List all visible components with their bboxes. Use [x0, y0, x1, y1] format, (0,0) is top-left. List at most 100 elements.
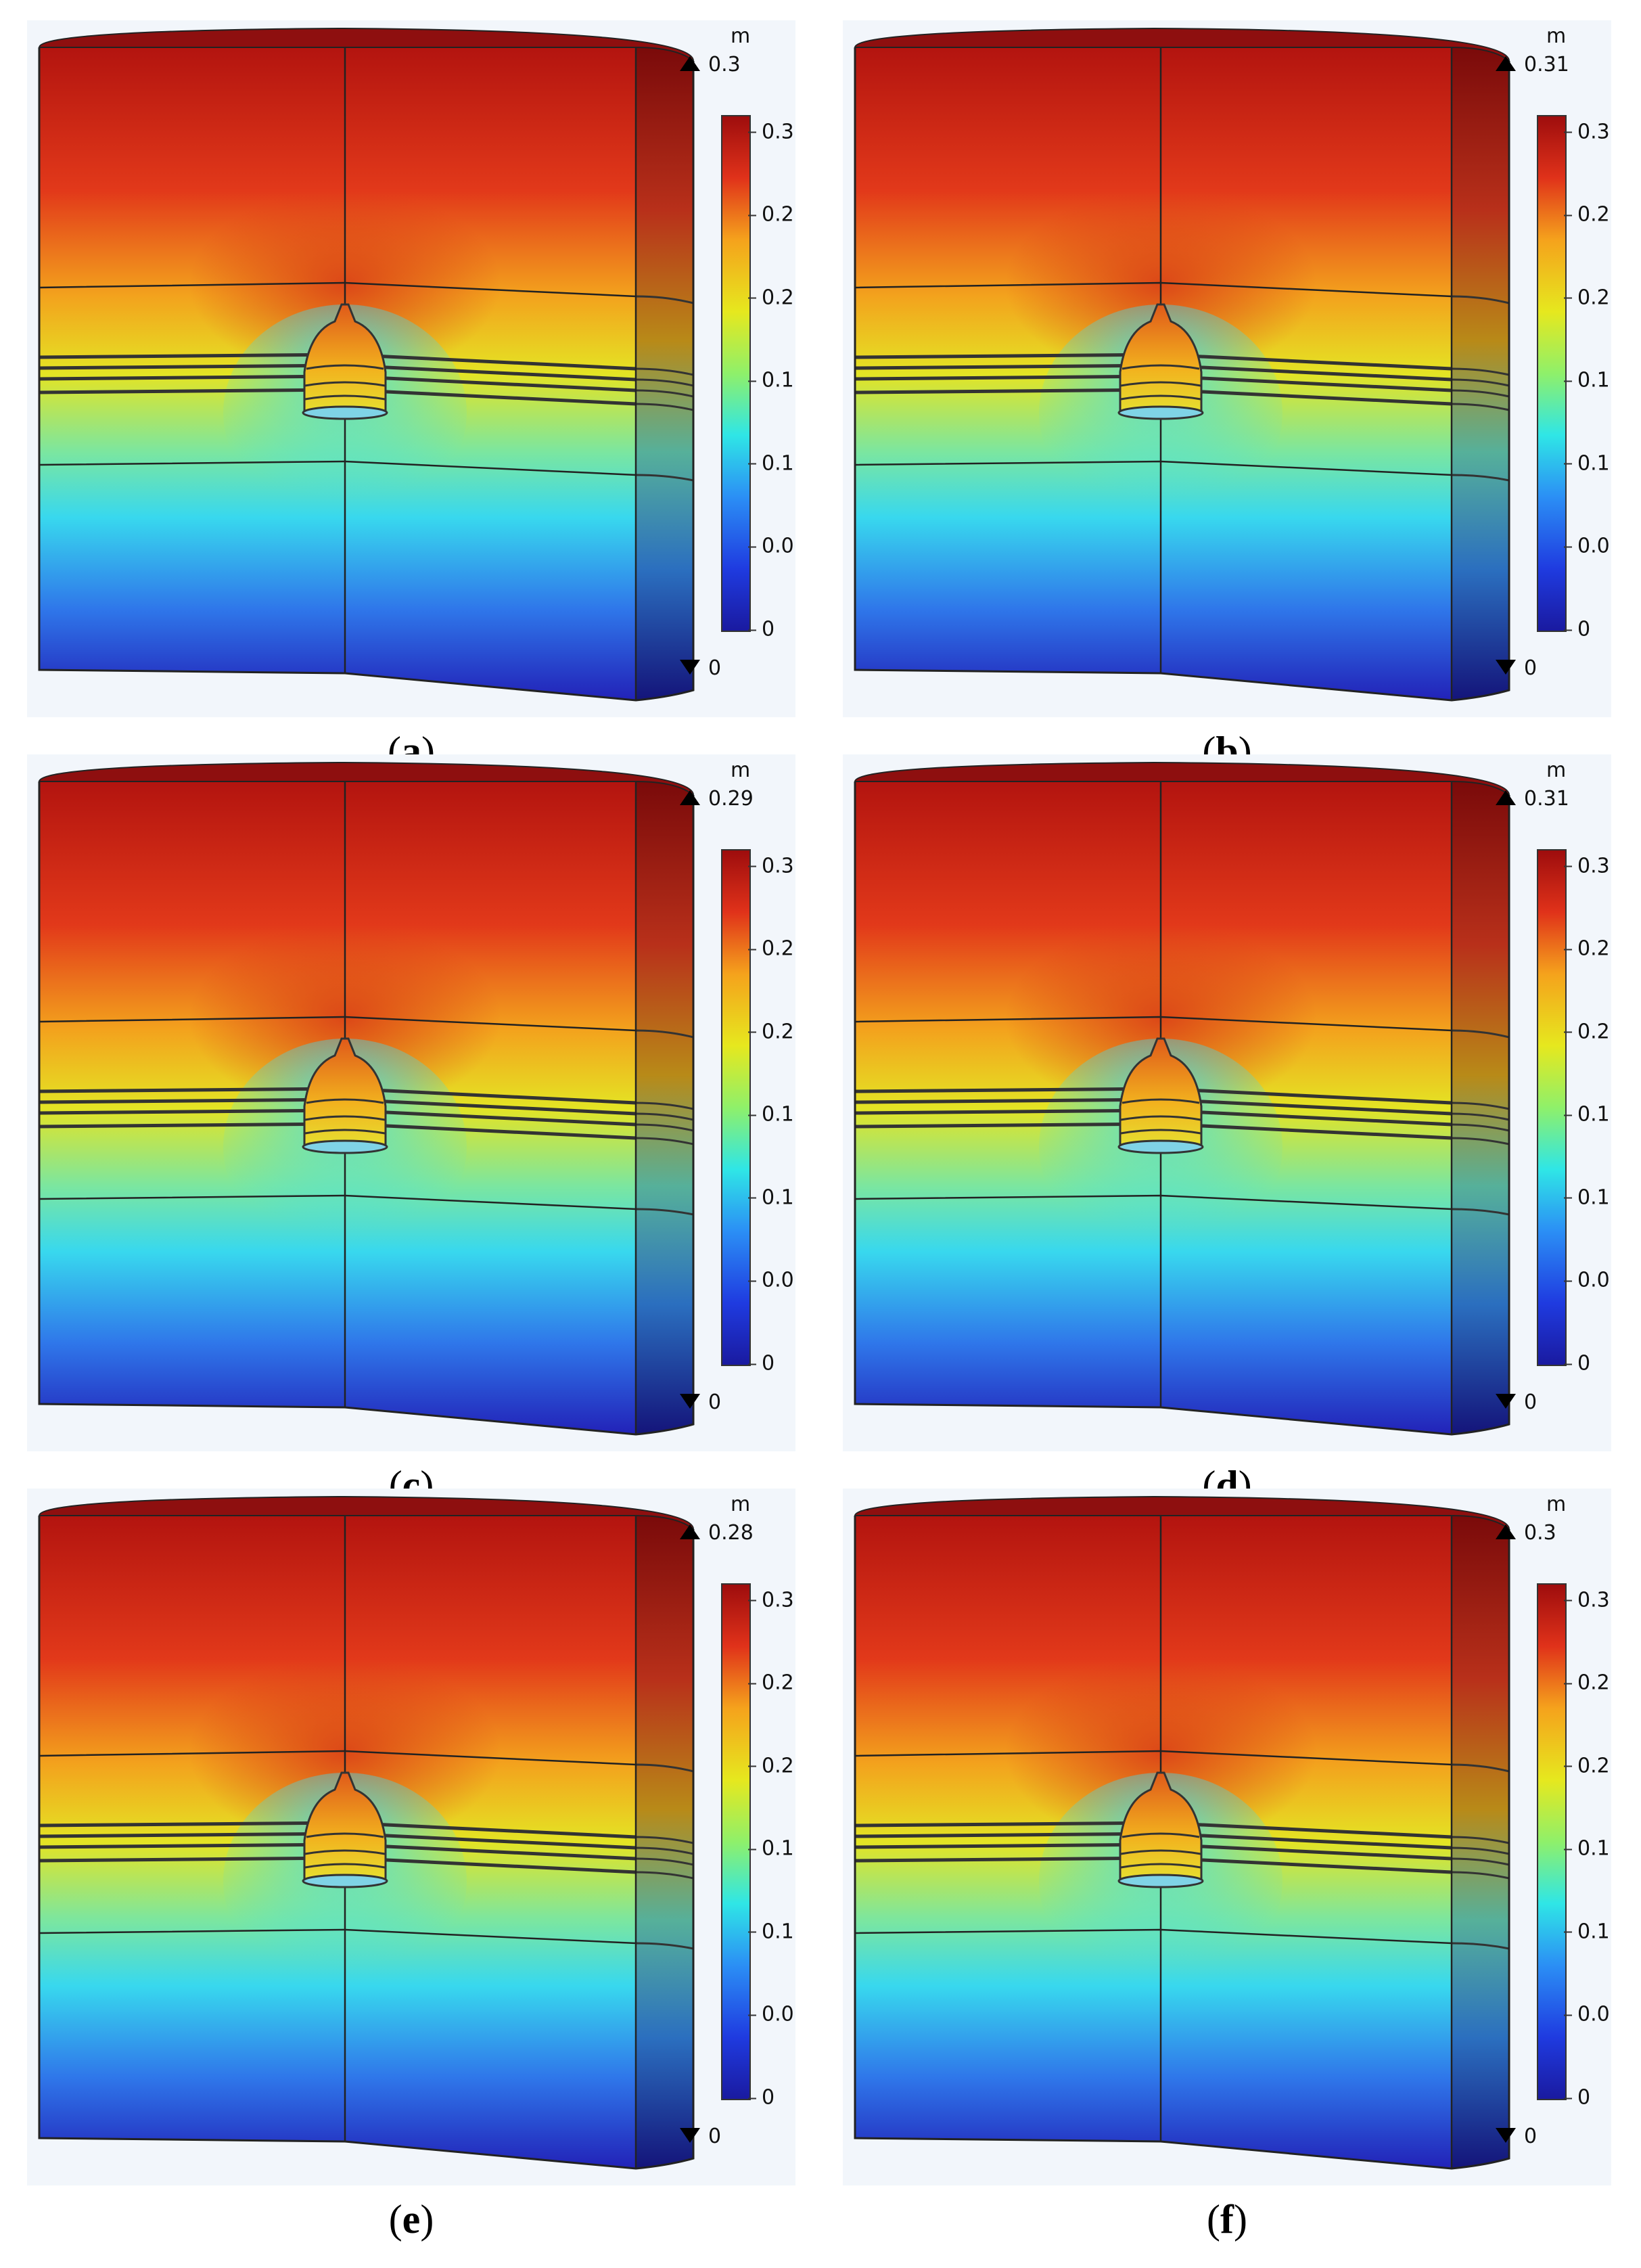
side-face: [1452, 47, 1509, 700]
colorbar-tick: 0.2: [1564, 1754, 1610, 1778]
tunnel-shell: [303, 1771, 387, 1882]
colorbar-unit: m: [1546, 1493, 1567, 1516]
tunnel-rings: [304, 1832, 386, 1869]
panel-caption-f: (f): [1207, 2197, 1247, 2242]
tunnel-shell: [1119, 1037, 1203, 1148]
displacement-model-3d: [38, 1495, 695, 2170]
min-value: 0: [1524, 656, 1538, 680]
colorbar-tick: 0.1: [1564, 451, 1610, 476]
tunnel-base: [1117, 405, 1204, 420]
colorbar-tick: 0: [1563, 1351, 1591, 1376]
side-face: [1452, 781, 1509, 1434]
side-face: [636, 47, 693, 700]
colorbar-tick: 0.3: [748, 120, 794, 144]
model-outline: [38, 781, 695, 1436]
colorbar-tick: 0.2: [748, 1754, 794, 1778]
layer-line-upper: [39, 1750, 637, 1766]
min-value: 0: [1524, 1390, 1538, 1414]
tunnel-base: [302, 405, 388, 420]
colorbar-tick: 0.15: [1564, 1837, 1611, 1861]
tunnel-base: [302, 1874, 388, 1888]
panel-e: m 0.28 0 0.05 0.1 0.15 0.2 0.25 0.3 0: [27, 1489, 795, 2185]
displacement-model-3d: [38, 27, 695, 702]
colorbar-unit: m: [731, 24, 751, 48]
min-triangle-icon: [1496, 1393, 1516, 1409]
colorbar-tick: 0.05: [1564, 2003, 1611, 2026]
tunnel-rings: [304, 364, 386, 401]
min-triangle-icon: [680, 2127, 700, 2143]
max-triangle-icon: [680, 1524, 700, 1539]
colorbar-tick: 0.05: [748, 2003, 795, 2026]
layer-line-upper: [854, 1750, 1452, 1766]
colorbar-tick: 0: [747, 1351, 775, 1376]
colorbar-tick: 0.25: [748, 1671, 795, 1695]
colorbar-tick: 0.05: [748, 535, 795, 558]
layer-line-lower: [854, 1928, 1452, 1945]
colorbar-tick: 0.1: [1564, 1920, 1610, 1944]
min-triangle-icon: [680, 659, 700, 675]
colorbar-tick: 0: [747, 2085, 775, 2110]
colorbar-tick: 0.25: [748, 937, 795, 961]
colorbar-tick: 0.15: [748, 1103, 795, 1127]
min-triangle-icon: [680, 1393, 700, 1409]
side-layer-lines: [1451, 1763, 1510, 1950]
max-value: 0.31: [1524, 787, 1569, 811]
max-value-label: 0.3: [680, 53, 741, 76]
colorbar-tick: 0.25: [748, 203, 795, 227]
colorbar-tick: 0.3: [748, 854, 794, 878]
colorbar-tick: 0.1: [1564, 1185, 1610, 1210]
layer-line-upper: [854, 1016, 1452, 1032]
colorbar-tick: 0.1: [748, 451, 794, 476]
colorbar-tick: 0.3: [748, 1588, 794, 1612]
tunnel-base: [1117, 1139, 1204, 1154]
max-value-label: 0.31: [1496, 787, 1569, 811]
max-value-label: 0.29: [680, 787, 754, 811]
colorbar-tick: 0.2: [748, 1020, 794, 1044]
side-layer-lines: [1451, 1029, 1510, 1216]
min-value-label: 0: [680, 656, 721, 680]
max-value: 0.3: [1524, 1521, 1556, 1545]
min-value-label: 0: [1496, 656, 1537, 680]
min-value-label: 0: [680, 1390, 721, 1414]
tunnel-shell: [1119, 1771, 1203, 1882]
max-value: 0.31: [1524, 53, 1569, 76]
colorbar-tick: 0.25: [1564, 1671, 1611, 1695]
layer-line-upper: [854, 281, 1452, 298]
colorbar-tick: 0.3: [1564, 120, 1610, 144]
colorbar: [1537, 115, 1567, 632]
displacement-model-3d: [854, 1495, 1510, 2170]
layer-line-upper: [39, 1016, 637, 1032]
min-value-label: 0: [1496, 2125, 1537, 2148]
min-value: 0: [708, 2125, 722, 2148]
colorbar-tick: 0.15: [1564, 1103, 1611, 1127]
panel-d: m 0.31 0 0.05 0.1 0.15 0.2 0.25 0.3 0: [843, 754, 1611, 1451]
max-value: 0.3: [708, 53, 741, 76]
panel-caption-e: (e): [388, 2197, 434, 2242]
max-value: 0.28: [708, 1521, 754, 1545]
colorbar-tick: 0.3: [1564, 854, 1610, 878]
model-outline: [38, 1516, 695, 2170]
min-value: 0: [708, 1390, 722, 1414]
max-value-label: 0.28: [680, 1521, 754, 1545]
layer-line-lower: [39, 460, 637, 476]
tunnel-rings: [1120, 364, 1201, 401]
side-face: [1452, 1516, 1509, 2169]
colorbar: [721, 1583, 751, 2100]
tunnel-shell: [1119, 303, 1203, 414]
model-outline: [854, 1516, 1510, 2170]
side-face: [636, 1516, 693, 2169]
colorbar-tick: 0.05: [1564, 535, 1611, 558]
side-layer-lines: [1451, 295, 1510, 482]
layer-line-upper: [39, 281, 637, 298]
colorbar-tick: 0.15: [748, 1837, 795, 1861]
tunnel-rings: [304, 1098, 386, 1135]
colorbar-tick: 0.2: [748, 286, 794, 310]
max-triangle-icon: [1496, 1524, 1516, 1539]
colorbar: [721, 849, 751, 1366]
max-triangle-icon: [680, 55, 700, 71]
model-outline: [38, 47, 695, 702]
colorbar-tick: 0.15: [1564, 369, 1611, 392]
panel-label: f: [1220, 2197, 1234, 2242]
displacement-model-3d: [854, 761, 1510, 1436]
colorbar-tick: 0.3: [1564, 1588, 1610, 1612]
